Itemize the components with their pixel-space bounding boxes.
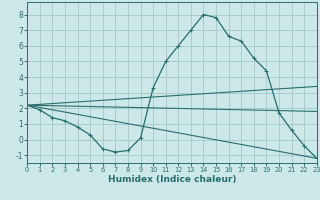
X-axis label: Humidex (Indice chaleur): Humidex (Indice chaleur) — [108, 175, 236, 184]
